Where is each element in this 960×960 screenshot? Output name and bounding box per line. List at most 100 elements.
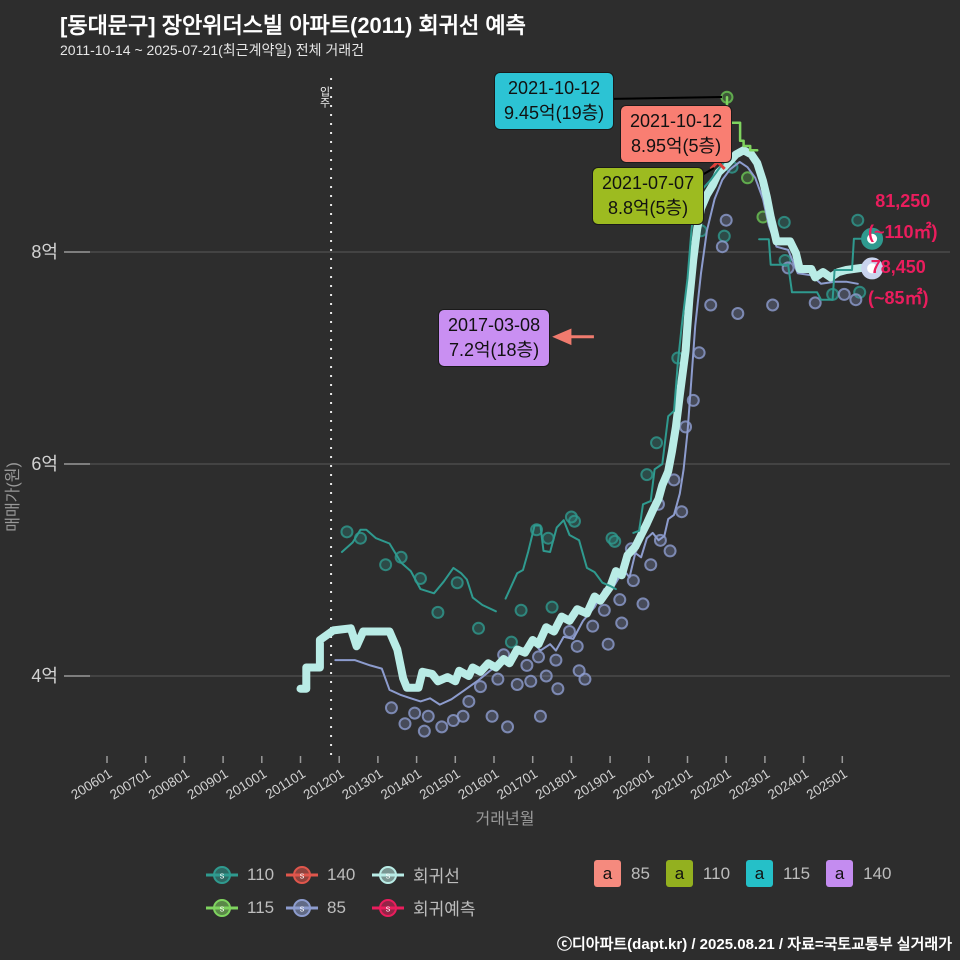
scatter-point-85 [532,650,546,664]
scatter-point-85 [491,672,505,686]
scatter-point-85 [570,639,584,653]
scatter-point-85 [533,709,547,723]
series-line-85 [334,160,859,706]
legend-line-item-110[interactable]: s 110 [205,858,285,891]
scatter-point-85 [663,544,677,558]
scatter-point-85 [462,694,476,708]
scatter-point-110 [450,576,464,590]
scatter-point-110 [650,436,664,450]
legend-area-label: 115 [783,863,811,883]
x-tick-label: 201101 [263,766,308,802]
scatter-point-85 [644,558,658,572]
page-subtitle: 2011-10-14 ~ 2025-07-21(최근계약일) 전체 거래건 [60,42,365,58]
scatter-point-110 [717,229,731,243]
x-tick-label: 201701 [494,766,540,803]
legend-line-label: 회귀예측 [413,900,476,919]
x-tick-label: 201801 [533,766,579,803]
scatter-point-115 [740,171,754,185]
legend-area-item-85[interactable]: a 85 [594,860,650,887]
annotation-box-9_45: 2021-10-12 9.45억(19층) [494,72,615,130]
scatter-point-110 [431,605,445,619]
x-tick-label: 201201 [301,766,347,803]
area-swatch-icon: a [665,860,693,887]
scatter-point-85 [715,240,729,254]
scatter-point-85 [808,296,822,310]
scatter-point-85 [704,298,718,312]
line-marker-icon: s [286,898,318,917]
scatter-point-85 [551,682,565,696]
annotation-box-8_95: 2021-10-12 8.95억(5층) [620,105,733,163]
y-tick-label: 6억 [31,454,58,474]
scatter-point-110 [567,514,581,528]
legend-area-label: 110 [702,863,731,883]
scatter-point-85 [731,306,745,320]
line-marker-icon: s [286,865,318,884]
arrow-left-marker-140 [552,328,594,346]
legend-line-label: 회귀선 [413,867,460,886]
legend-area-item-110[interactable]: a 110 [665,860,731,887]
scatter-point-85 [384,701,398,715]
scatter-point-85 [456,709,470,723]
legend-area-item-115[interactable]: a 115 [746,860,810,887]
legend-area-label: 85 [631,863,650,883]
scatter-point-110 [379,558,393,572]
legend-line-group: s 110 s 140 s 회귀선 s 115 s 85 s 회귀예측 [205,858,499,924]
legend-line-label: 85 [327,897,346,917]
series-line-회귀선 [296,146,877,693]
x-tick-label: 200901 [185,766,231,803]
x-tick-label: 201901 [572,766,618,803]
scatter-point-85 [692,346,706,360]
legend-area-label: 140 [863,863,892,883]
x-tick-label: 200801 [146,766,192,803]
annotation-price: 9.45억(19층) [504,103,605,123]
annotation-box-7_2: 2017-03-08 7.2억(18층) [438,309,551,367]
scatter-point-110 [640,468,654,482]
scatter-point-85 [601,637,615,651]
x-tick-label: 202301 [726,766,772,803]
scatter-point-85 [578,672,592,686]
legend-line-item-회귀선[interactable]: s 회귀선 [371,858,499,891]
annotation-connector [604,96,723,100]
prediction-value: 78,450 [870,257,926,277]
series-line-110 [340,528,497,613]
legend-line-label: 115 [247,897,275,917]
x-tick-label: 202101 [649,766,695,803]
annotation-price: 7.2억(18층) [448,340,540,360]
series-line-110 [632,160,726,534]
footer-credit: ⓒ디아파트(dapt.kr) / 2025.08.21 / 자료=국토교통부 실… [556,936,952,953]
scatter-point-85 [501,720,515,734]
x-tick-label: 200601 [68,766,114,803]
scatter-point-85 [435,720,449,734]
svg-text:s: s [386,903,391,913]
scatter-point-110 [545,600,559,614]
legend-line-item-85[interactable]: s 85 [285,891,371,924]
legend-line-item-회귀예측[interactable]: s 회귀예측 [371,891,499,924]
page-title: [동대문구] 장안위더스빌 아파트(2011) 회귀선 예측 [60,13,526,38]
scatter-point-110 [472,621,486,635]
legend-line-item-140[interactable]: s 140 [285,858,371,891]
scatter-point-85 [675,505,689,519]
scatter-point-110 [608,534,622,548]
prediction-area: (~110㎡) [868,222,938,242]
legend-area-item-140[interactable]: a 140 [826,860,892,887]
annotation-date: 2021-10-12 [508,78,601,98]
scatter-point-110 [504,635,518,649]
x-tick-label: 202501 [804,766,850,803]
scatter-point-85 [549,653,563,667]
x-tick-label: 202401 [765,766,811,803]
scatter-point-85 [485,709,499,723]
series-line-110 [504,519,617,600]
line-marker-icon: s [372,898,404,917]
area-swatch-icon: a [746,860,774,887]
scatter-point-85 [408,706,422,720]
move-in-label: 입주 [318,86,330,108]
legend-line-item-115[interactable]: s 115 [205,891,285,924]
scatter-point-85 [849,293,863,307]
x-tick-label: 201601 [455,766,501,803]
scatter-point-85 [766,298,780,312]
x-tick-label: 201301 [339,766,385,803]
line-marker-icon: s [206,898,238,917]
annotation-date: 2021-10-12 [630,111,723,131]
line-marker-icon: s [372,865,404,884]
